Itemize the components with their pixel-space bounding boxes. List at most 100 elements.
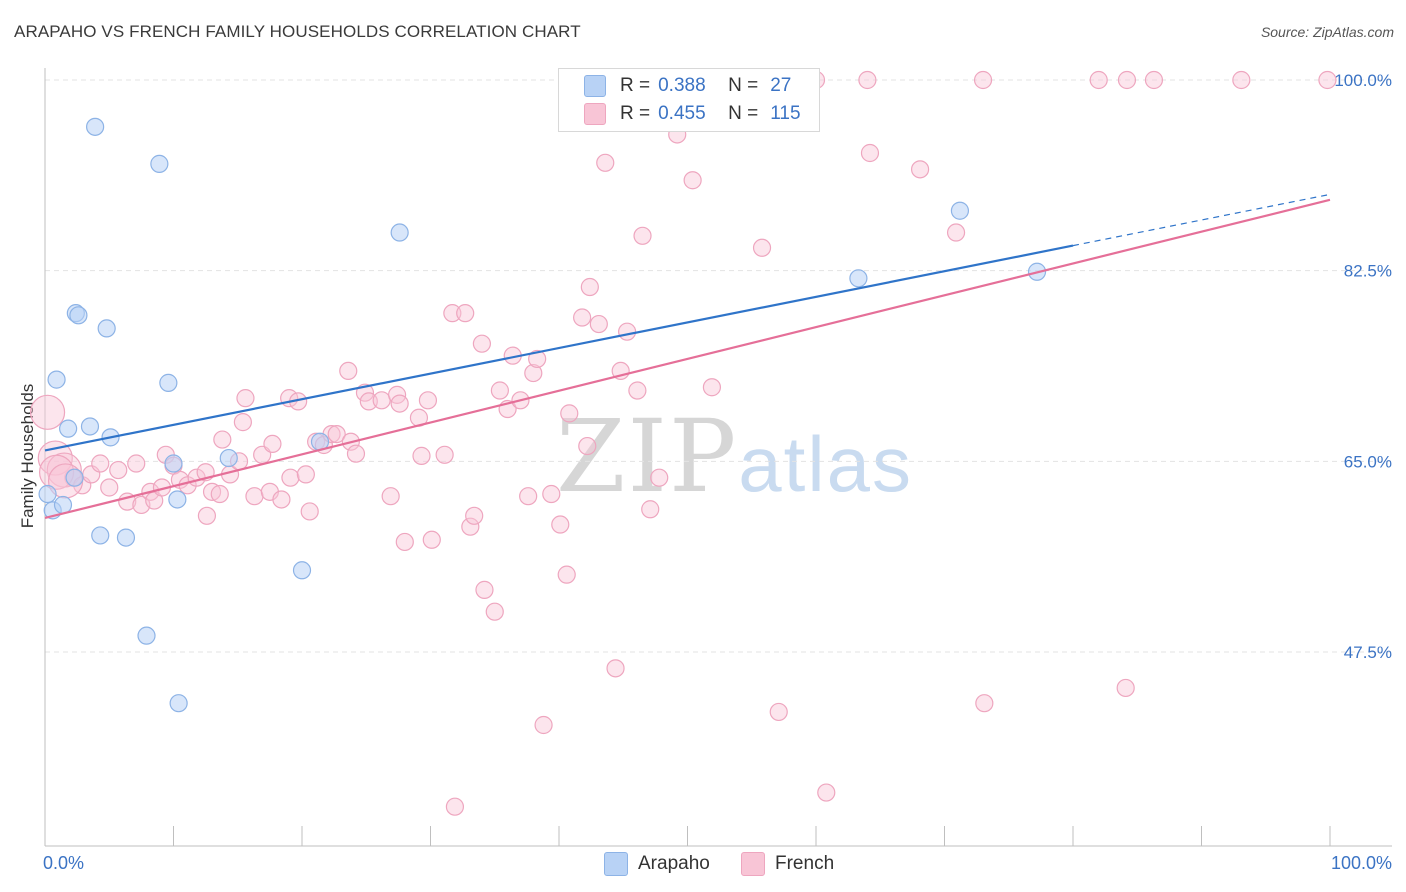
french-point xyxy=(472,334,491,353)
arapaho-point xyxy=(47,370,66,389)
y-tick-labels: 47.5% 65.0% 82.5% 100.0% xyxy=(1334,71,1392,662)
arapaho-point xyxy=(159,373,178,392)
x-tick-labels: 0.0% 100.0% xyxy=(43,853,1392,873)
french-point xyxy=(534,715,553,735)
y-tick-label: 82.5% xyxy=(1344,262,1392,281)
arapaho-trend-line xyxy=(44,244,1074,452)
french-point xyxy=(596,153,615,172)
french-point xyxy=(327,424,346,444)
x-tick-label: 100.0% xyxy=(1331,853,1392,873)
arapaho-point xyxy=(292,561,312,580)
french-point xyxy=(210,484,229,504)
french-point xyxy=(650,468,669,487)
arapaho-point xyxy=(69,306,88,325)
legend-item-french[interactable]: French xyxy=(741,852,834,876)
french-point xyxy=(263,434,282,454)
french-point xyxy=(633,226,652,245)
french-point xyxy=(578,436,597,456)
french-point xyxy=(245,487,264,506)
french-point xyxy=(461,517,480,536)
french-point xyxy=(435,445,454,464)
trend-lines xyxy=(44,193,1331,520)
french-point xyxy=(418,391,438,410)
french-point xyxy=(528,349,547,369)
watermark: ZIPatlas xyxy=(556,398,913,515)
french-point xyxy=(296,465,315,484)
french-point xyxy=(236,389,255,408)
french-point xyxy=(606,659,625,678)
french-point xyxy=(910,160,930,179)
legend-n-label: N = xyxy=(728,103,759,124)
french-point xyxy=(524,363,543,383)
arapaho-point xyxy=(80,417,100,436)
legend-r-value: 0.388 xyxy=(658,75,706,96)
grid-lines xyxy=(45,79,1392,653)
french-point xyxy=(29,394,66,430)
legend-n-label: N = xyxy=(728,75,759,96)
french-point xyxy=(490,381,509,400)
arapaho-point xyxy=(849,269,868,288)
arapaho-point xyxy=(137,626,156,645)
french-point xyxy=(1117,70,1137,90)
french-point xyxy=(443,304,462,323)
legend-n-value: 115 xyxy=(770,103,801,124)
french-point xyxy=(860,143,880,163)
arapaho-point xyxy=(97,319,116,338)
x-tick-label: 0.0% xyxy=(43,853,84,873)
french-point xyxy=(858,70,877,90)
watermark-zip: ZIP xyxy=(556,398,739,515)
arapaho-point xyxy=(950,201,970,220)
arapaho-point xyxy=(390,223,409,242)
legend-label-french: French xyxy=(775,853,835,874)
french-point xyxy=(589,314,608,334)
french-point xyxy=(465,506,484,525)
french-point xyxy=(1089,70,1108,90)
french-point xyxy=(127,454,146,473)
french-points xyxy=(29,70,1337,816)
arapaho-point xyxy=(86,117,105,136)
french-point xyxy=(395,532,414,552)
french-point xyxy=(769,702,788,722)
arapaho-point xyxy=(150,154,169,173)
french-point xyxy=(557,565,576,584)
french-point xyxy=(445,797,465,816)
french-point xyxy=(233,413,252,432)
legend-r-value: 0.455 xyxy=(658,103,706,124)
french-point xyxy=(641,500,660,519)
arapaho-point xyxy=(59,419,78,438)
french-point xyxy=(560,404,579,423)
chart-title: ARAPAHO VS FRENCH FAMILY HOUSEHOLDS CORR… xyxy=(14,22,581,41)
french-point xyxy=(973,70,993,90)
arapaho-points xyxy=(38,117,1047,713)
french-point xyxy=(628,381,647,400)
legend-swatch-arapaho xyxy=(604,852,628,876)
french-point xyxy=(300,502,319,521)
french-point xyxy=(359,392,378,411)
french-point xyxy=(339,361,358,381)
french-point xyxy=(475,580,494,599)
french-trend-line xyxy=(44,198,1331,520)
french-point xyxy=(618,322,637,341)
french-point xyxy=(542,484,561,504)
legend-row-arapaho: R = 0.388 N = 27 xyxy=(559,72,791,100)
legend-item-arapaho[interactable]: Arapaho xyxy=(604,852,710,876)
chart-source: Source: ZipAtlas.com xyxy=(1260,24,1394,40)
legend-swatch-french xyxy=(584,103,606,125)
french-point xyxy=(1116,678,1135,698)
arapaho-point xyxy=(168,490,187,509)
arapaho-point xyxy=(116,528,136,547)
french-point xyxy=(197,506,217,525)
arapaho-trend-extension xyxy=(1072,193,1331,247)
french-point xyxy=(752,238,772,257)
legend-r-label: R = xyxy=(620,103,651,124)
french-point xyxy=(702,378,722,397)
series-legend: Arapaho French xyxy=(0,852,1406,878)
french-point xyxy=(551,515,570,534)
arapaho-point xyxy=(53,495,73,515)
arapaho-point xyxy=(219,448,238,468)
french-point xyxy=(213,430,232,449)
y-tick-label: 100.0% xyxy=(1334,71,1392,90)
arapaho-point xyxy=(164,454,183,473)
french-point xyxy=(109,460,128,480)
